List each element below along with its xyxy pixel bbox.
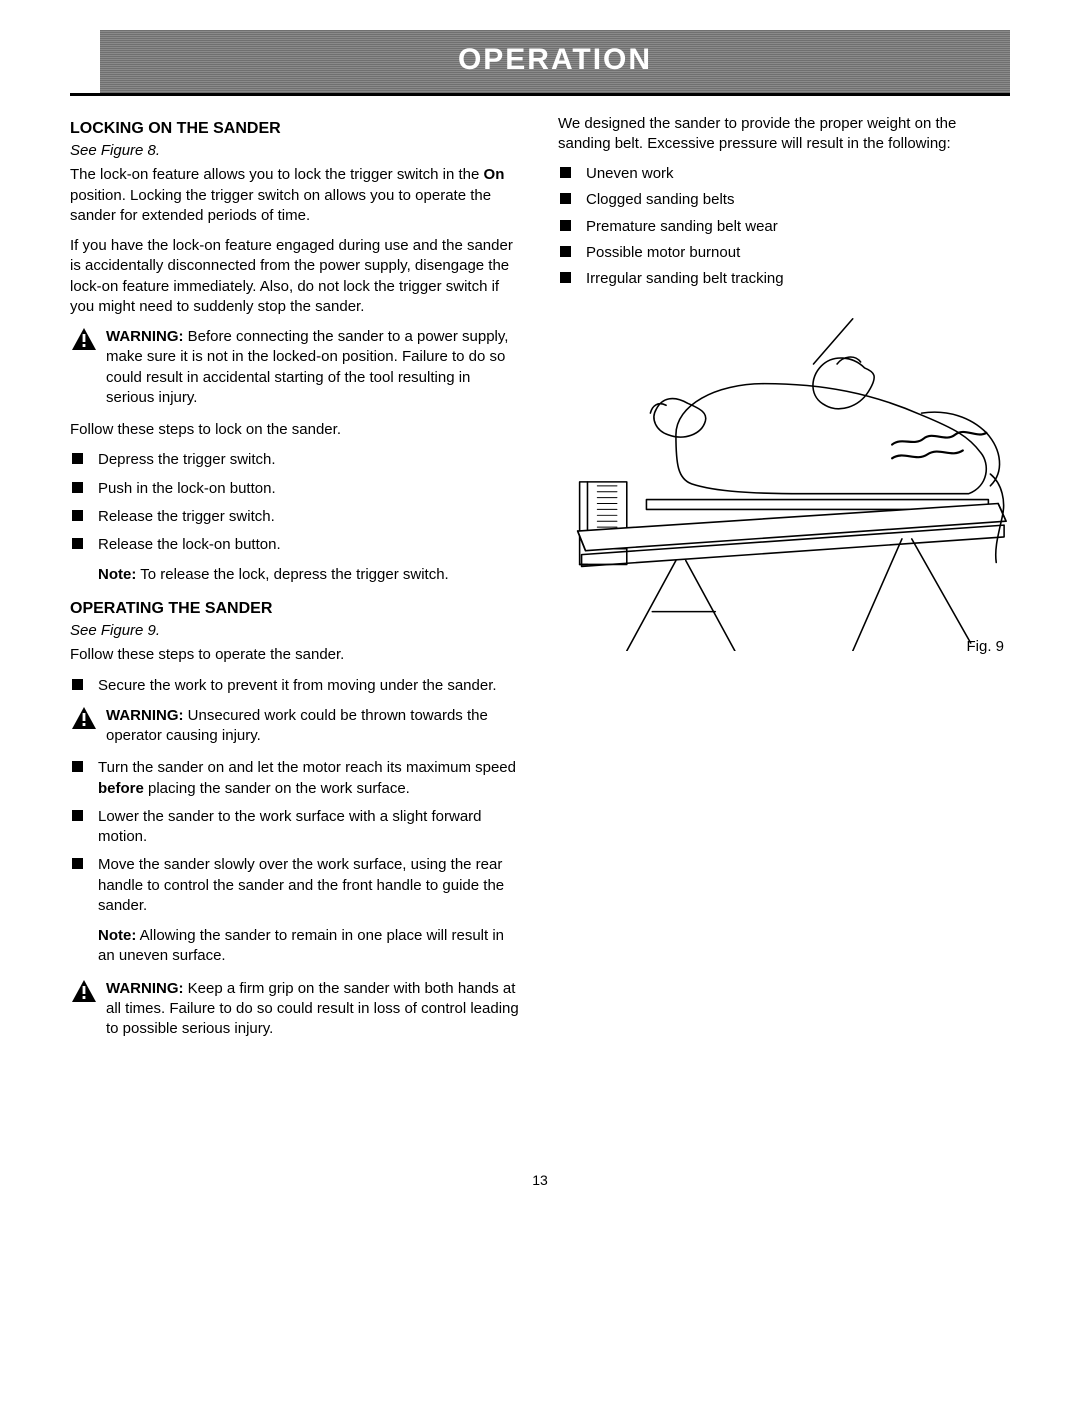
warning-icon <box>72 980 96 1002</box>
note-2: Note: Allowing the sander to remain in o… <box>70 926 522 967</box>
text: Move the sander slowly over the work sur… <box>98 856 504 914</box>
text: Clogged sanding belts <box>586 191 734 208</box>
warning-3-text: WARNING: Keep a firm grip on the sander … <box>106 979 522 1040</box>
list-item: Lower the sander to the work surface wit… <box>70 807 522 848</box>
warning-3: WARNING: Keep a firm grip on the sander … <box>70 979 522 1040</box>
before-bold: before <box>98 780 144 797</box>
follow-steps-operate: Follow these steps to operate the sander… <box>70 645 522 665</box>
text: placing the sander on the work surface. <box>144 780 410 797</box>
lock-steps-list: Depress the trigger switch. Push in the … <box>70 450 522 555</box>
warning-label: WARNING: <box>106 328 184 345</box>
list-item: Possible motor burnout <box>558 243 1010 263</box>
locking-para-1: The lock-on feature allows you to lock t… <box>70 165 522 226</box>
section-banner: OPERATION <box>70 30 1010 96</box>
heading-operating: OPERATING THE SANDER <box>70 598 522 620</box>
warning-2-text: WARNING: Unsecured work could be thrown … <box>106 706 522 747</box>
text: Push in the lock-on button. <box>98 480 276 497</box>
warning-1: WARNING: Before connecting the sander to… <box>70 327 522 408</box>
text: Premature sanding belt wear <box>586 218 778 235</box>
figure-9-caption: Fig. 9 <box>558 637 1010 657</box>
right-column: We designed the sander to provide the pr… <box>558 114 1010 1052</box>
list-item: Push in the lock-on button. <box>70 479 522 499</box>
text: Turn the sander on and let the motor rea… <box>98 759 516 776</box>
note-text: Allowing the sander to remain in one pla… <box>98 927 504 964</box>
list-item: Move the sander slowly over the work sur… <box>70 855 522 916</box>
list-item: Release the trigger switch. <box>70 507 522 527</box>
warning-icon <box>72 707 96 729</box>
warning-label: WARNING: <box>106 707 184 724</box>
note-text: To release the lock, depress the trigger… <box>136 566 448 583</box>
heading-locking: LOCKING ON THE SANDER <box>70 118 522 140</box>
text: The lock-on feature allows you to lock t… <box>70 166 484 183</box>
figure-9-illustration <box>558 307 1010 651</box>
see-figure-9: See Figure 9. <box>70 621 522 641</box>
list-item: Turn the sander on and let the motor rea… <box>70 758 522 799</box>
list-item: Release the lock-on button. <box>70 535 522 555</box>
list-item: Uneven work <box>558 164 1010 184</box>
text: Secure the work to prevent it from movin… <box>98 677 497 694</box>
on-bold: On <box>484 166 505 183</box>
list-item: Premature sanding belt wear <box>558 217 1010 237</box>
list-item: Irregular sanding belt tracking <box>558 269 1010 289</box>
note-label: Note: <box>98 927 136 944</box>
page-number: 13 <box>70 1171 1010 1190</box>
op-steps-rest: Turn the sander on and let the motor rea… <box>70 758 522 916</box>
text: Uneven work <box>586 165 674 182</box>
text: Lower the sander to the work surface wit… <box>98 808 482 845</box>
warning-label: WARNING: <box>106 980 184 997</box>
intro-pressure: We designed the sander to provide the pr… <box>558 114 1010 155</box>
op-step-1-list: Secure the work to prevent it from movin… <box>70 676 522 696</box>
banner-title: OPERATION <box>458 43 652 76</box>
list-item: Depress the trigger switch. <box>70 450 522 470</box>
note-1: Note: To release the lock, depress the t… <box>70 565 522 585</box>
see-figure-8: See Figure 8. <box>70 141 522 161</box>
left-column: LOCKING ON THE SANDER See Figure 8. The … <box>70 114 522 1052</box>
text: Irregular sanding belt tracking <box>586 270 784 287</box>
figure-9: Fig. 9 <box>558 307 1010 657</box>
warning-2: WARNING: Unsecured work could be thrown … <box>70 706 522 747</box>
text: Possible motor burnout <box>586 244 740 261</box>
list-item: Secure the work to prevent it from movin… <box>70 676 522 696</box>
note-label: Note: <box>98 566 136 583</box>
text: position. Locking the trigger switch on … <box>70 187 491 224</box>
text: Depress the trigger switch. <box>98 451 276 468</box>
content-columns: LOCKING ON THE SANDER See Figure 8. The … <box>70 114 1010 1052</box>
text: Release the trigger switch. <box>98 508 275 525</box>
locking-para-2: If you have the lock-on feature engaged … <box>70 236 522 317</box>
list-item: Clogged sanding belts <box>558 190 1010 210</box>
warning-icon <box>72 328 96 350</box>
banner-inner: OPERATION <box>100 30 1010 93</box>
follow-steps-lock: Follow these steps to lock on the sander… <box>70 420 522 440</box>
warning-1-text: WARNING: Before connecting the sander to… <box>106 327 522 408</box>
text: Release the lock-on button. <box>98 536 281 553</box>
problems-list: Uneven work Clogged sanding belts Premat… <box>558 164 1010 289</box>
